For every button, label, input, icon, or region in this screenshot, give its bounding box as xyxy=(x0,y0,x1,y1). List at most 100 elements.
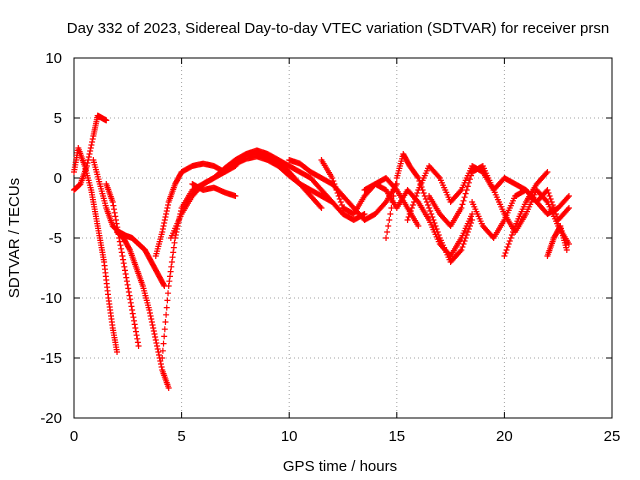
data-point xyxy=(134,339,141,346)
data-point xyxy=(431,220,438,226)
data-point xyxy=(126,245,133,252)
series-arc-12 xyxy=(361,175,422,229)
data-point xyxy=(151,331,158,337)
y-tick-label: -10 xyxy=(40,290,62,307)
data-point xyxy=(460,241,467,247)
data-point xyxy=(161,326,168,333)
data-point xyxy=(389,199,396,205)
chart-title: Day 332 of 2023, Sidereal Day-to-day VTE… xyxy=(67,20,609,37)
y-tick-label: 10 xyxy=(45,50,62,67)
data-point xyxy=(468,172,475,179)
data-point xyxy=(159,355,166,361)
data-point xyxy=(117,242,124,249)
data-point xyxy=(158,364,165,370)
data-point xyxy=(114,349,121,355)
data-point xyxy=(170,249,177,256)
data-point xyxy=(170,244,177,251)
x-tick-label: 25 xyxy=(604,428,621,445)
data-point xyxy=(112,217,119,223)
data-point xyxy=(388,205,395,211)
data-point xyxy=(161,217,168,223)
data-point xyxy=(428,211,435,217)
data-point xyxy=(406,211,413,217)
data-point xyxy=(163,211,170,217)
data-point xyxy=(317,203,324,210)
series-arc-4 xyxy=(114,229,172,391)
data-point xyxy=(331,181,338,187)
data-point xyxy=(565,205,572,211)
data-point xyxy=(150,328,157,334)
data-point xyxy=(146,310,153,316)
data-point xyxy=(171,239,178,246)
data-point xyxy=(333,187,340,193)
data-point xyxy=(429,214,436,220)
series-arc-9 xyxy=(189,181,239,199)
data-point xyxy=(87,148,94,154)
data-point xyxy=(463,232,470,238)
data-point xyxy=(387,211,394,217)
y-tick-label: -5 xyxy=(49,230,62,247)
data-point xyxy=(332,184,339,190)
data-point xyxy=(420,190,427,196)
grid xyxy=(74,58,612,418)
data-point xyxy=(128,303,135,310)
data-point xyxy=(502,250,509,256)
data-point xyxy=(152,334,159,340)
series-arc-18 xyxy=(544,223,570,259)
x-tick-label: 5 xyxy=(177,428,185,445)
data-point xyxy=(329,175,336,181)
data-point xyxy=(169,254,176,261)
data-point xyxy=(432,223,439,229)
series-arc-3 xyxy=(90,157,168,289)
data-point xyxy=(129,307,136,313)
data-point xyxy=(404,217,411,223)
data-point xyxy=(511,226,518,232)
data-point xyxy=(127,296,134,303)
data-point xyxy=(505,241,512,247)
data-point xyxy=(508,232,515,238)
data-point xyxy=(114,224,121,231)
data-point xyxy=(460,197,467,204)
data-point xyxy=(564,206,571,213)
series-arc-11 xyxy=(318,157,476,259)
data-point xyxy=(165,202,172,208)
data-point xyxy=(545,190,552,196)
data-point xyxy=(407,208,414,214)
data-point xyxy=(113,220,120,227)
data-point xyxy=(131,317,138,324)
data-point xyxy=(123,278,130,285)
data-point xyxy=(150,325,157,331)
series-arc-6 xyxy=(159,153,336,361)
data-point xyxy=(563,247,570,253)
y-tick-label: -15 xyxy=(40,350,62,367)
data-point xyxy=(337,199,344,205)
data-point xyxy=(86,151,93,157)
data-point xyxy=(118,245,125,252)
data-point xyxy=(87,145,94,151)
x-tick-label: 0 xyxy=(70,428,78,445)
data-point xyxy=(565,193,572,199)
data-point xyxy=(126,292,133,299)
data-point xyxy=(384,229,391,235)
data-point xyxy=(154,346,161,352)
data-point xyxy=(130,314,137,321)
data-point xyxy=(120,260,127,267)
data-point xyxy=(430,217,437,223)
series-arc-15 xyxy=(426,163,572,247)
data-point xyxy=(385,223,392,229)
data-point xyxy=(160,340,167,347)
data-point xyxy=(118,249,125,256)
data-point xyxy=(148,316,155,322)
data-point xyxy=(153,340,160,346)
data-point xyxy=(462,190,469,197)
data-point xyxy=(159,347,166,354)
data-point xyxy=(111,209,118,216)
data-point xyxy=(466,176,473,183)
axis-ticks: 0 5 10 15 20 25 10 5 0 -5 -10 -15 -20 xyxy=(40,50,620,445)
series-arc-17 xyxy=(501,169,551,259)
y-tick-label: -20 xyxy=(40,410,62,427)
data-point xyxy=(556,224,563,231)
data-point xyxy=(114,227,121,234)
data-point xyxy=(463,187,470,193)
